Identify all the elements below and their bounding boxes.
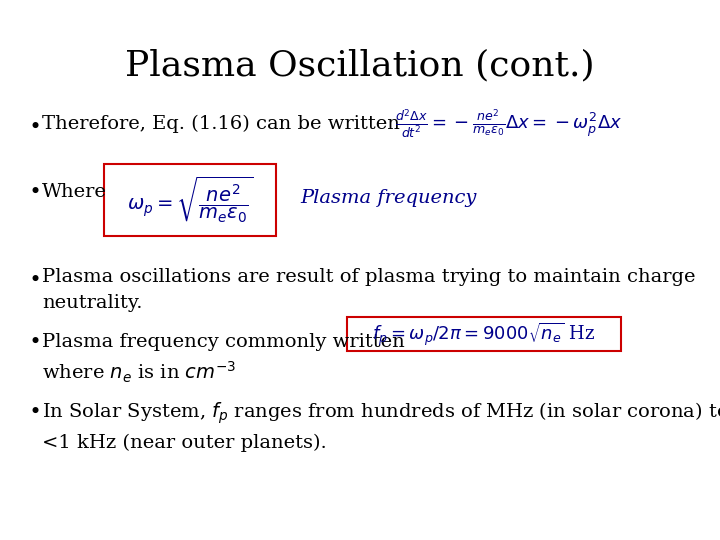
Text: Plasma frequency: Plasma frequency [300,189,477,207]
Text: Where: Where [42,183,107,201]
Text: Therefore, Eq. (1.16) can be written: Therefore, Eq. (1.16) can be written [42,115,400,133]
FancyBboxPatch shape [347,317,621,351]
Text: $\bullet$: $\bullet$ [28,115,40,135]
Text: In Solar System, $f_p$ ranges from hundreds of MHz (in solar corona) to
<1 kHz (: In Solar System, $f_p$ ranges from hundr… [42,400,720,453]
Text: $\bullet$: $\bullet$ [28,268,40,288]
Text: Plasma Oscillation (cont.): Plasma Oscillation (cont.) [125,48,595,82]
Text: $\bullet$: $\bullet$ [28,330,40,350]
Text: $\omega_p = \sqrt{\dfrac{ne^2}{m_e\epsilon_0}}$: $\omega_p = \sqrt{\dfrac{ne^2}{m_e\epsil… [127,175,253,225]
Text: $f_p = \omega_p/2\pi = 9000\sqrt{n_e}$ Hz: $f_p = \omega_p/2\pi = 9000\sqrt{n_e}$ H… [372,320,595,348]
Text: $\bullet$: $\bullet$ [28,400,40,420]
Text: Plasma frequency commonly written: Plasma frequency commonly written [42,333,405,351]
Text: $\bullet$: $\bullet$ [28,180,40,200]
Text: Plasma oscillations are result of plasma trying to maintain charge
neutrality.: Plasma oscillations are result of plasma… [42,268,696,313]
Text: where $n_e$ is in $cm^{-3}$: where $n_e$ is in $cm^{-3}$ [42,360,236,385]
FancyBboxPatch shape [104,164,276,236]
Text: $\frac{d^2\Delta x}{dt^2} = -\frac{ne^2}{m_e\epsilon_0}\Delta x = -\omega_p^2\De: $\frac{d^2\Delta x}{dt^2} = -\frac{ne^2}… [395,108,622,141]
